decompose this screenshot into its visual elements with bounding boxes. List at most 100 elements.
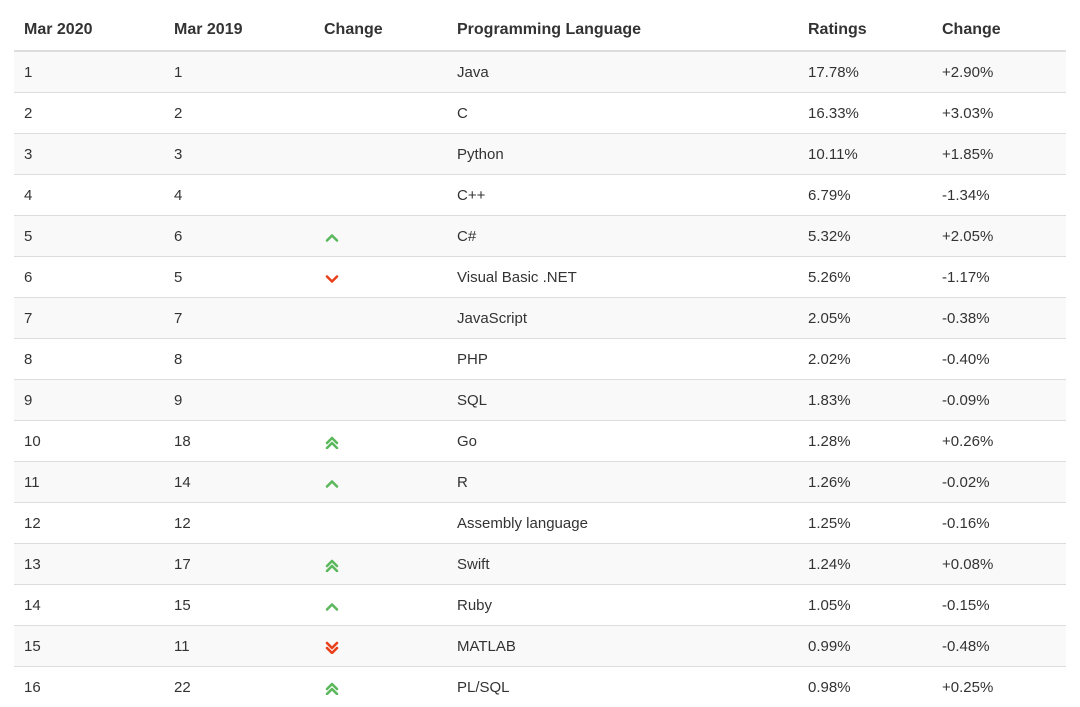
rank-change-cell	[314, 503, 447, 544]
rating-change-cell: +0.08%	[932, 544, 1066, 585]
rank-change-cell	[314, 134, 447, 175]
rating-change-cell: -0.40%	[932, 339, 1066, 380]
column-header-language[interactable]: Programming Language	[447, 10, 798, 51]
rank-change-cell	[314, 380, 447, 421]
rank-2020-cell: 12	[14, 503, 164, 544]
rank-change-cell	[314, 298, 447, 339]
rank-2020-cell: 6	[14, 257, 164, 298]
column-header-rating-change[interactable]: Change	[932, 10, 1066, 51]
language-name-cell: Go	[447, 421, 798, 462]
rank-2020-cell: 9	[14, 380, 164, 421]
rank-2019-cell: 3	[164, 134, 314, 175]
rank-2019-cell: 6	[164, 216, 314, 257]
column-header-rank-change[interactable]: Change	[314, 10, 447, 51]
double-chevron-up-icon	[325, 433, 339, 449]
rank-2020-cell: 4	[14, 175, 164, 216]
rank-2019-cell: 22	[164, 667, 314, 707]
rank-2019-cell: 11	[164, 626, 314, 667]
double-chevron-up-icon	[325, 556, 339, 572]
rank-change-cell	[314, 257, 447, 298]
rank-2019-cell: 15	[164, 585, 314, 626]
rank-change-cell	[314, 462, 447, 503]
rank-2020-cell: 7	[14, 298, 164, 339]
language-name-cell: Visual Basic .NET	[447, 257, 798, 298]
rank-change-cell	[314, 216, 447, 257]
rank-2019-cell: 5	[164, 257, 314, 298]
rank-2020-cell: 14	[14, 585, 164, 626]
rank-2020-cell: 2	[14, 93, 164, 134]
language-name-cell: PL/SQL	[447, 667, 798, 707]
column-header-mar-2019[interactable]: Mar 2019	[164, 10, 314, 51]
language-name-cell: Swift	[447, 544, 798, 585]
rank-change-cell	[314, 175, 447, 216]
language-name-cell: MATLAB	[447, 626, 798, 667]
rank-change-cell	[314, 544, 447, 585]
rank-2020-cell: 16	[14, 667, 164, 707]
language-ranking-table: Mar 2020 Mar 2019 Change Programming Lan…	[14, 10, 1066, 707]
language-name-cell: JavaScript	[447, 298, 798, 339]
rating-change-cell: +1.85%	[932, 134, 1066, 175]
rating-cell: 5.32%	[798, 216, 932, 257]
rank-2019-cell: 4	[164, 175, 314, 216]
rating-cell: 5.26%	[798, 257, 932, 298]
rating-change-cell: -0.09%	[932, 380, 1066, 421]
rating-cell: 1.25%	[798, 503, 932, 544]
rating-change-cell: +2.05%	[932, 216, 1066, 257]
rating-change-cell: -0.48%	[932, 626, 1066, 667]
rating-change-cell: +3.03%	[932, 93, 1066, 134]
language-name-cell: R	[447, 462, 798, 503]
rank-change-cell	[314, 667, 447, 707]
rating-change-cell: -0.38%	[932, 298, 1066, 339]
rating-change-cell: +2.90%	[932, 51, 1066, 93]
rating-change-cell: -0.02%	[932, 462, 1066, 503]
rating-cell: 1.26%	[798, 462, 932, 503]
rating-cell: 17.78%	[798, 51, 932, 93]
rating-change-cell: -1.34%	[932, 175, 1066, 216]
rating-change-cell: -0.16%	[932, 503, 1066, 544]
rank-2019-cell: 12	[164, 503, 314, 544]
rank-2019-cell: 8	[164, 339, 314, 380]
language-name-cell: C#	[447, 216, 798, 257]
table-header: Mar 2020 Mar 2019 Change Programming Lan…	[14, 10, 1066, 51]
rank-2020-cell: 8	[14, 339, 164, 380]
rank-change-cell	[314, 339, 447, 380]
language-name-cell: Java	[447, 51, 798, 93]
header-row: Mar 2020 Mar 2019 Change Programming Lan…	[14, 10, 1066, 51]
rating-change-cell: +0.25%	[932, 667, 1066, 707]
rank-2019-cell: 7	[164, 298, 314, 339]
rating-change-cell: -1.17%	[932, 257, 1066, 298]
rank-2020-cell: 13	[14, 544, 164, 585]
language-name-cell: PHP	[447, 339, 798, 380]
rank-2020-cell: 5	[14, 216, 164, 257]
ranking-table-container: Mar 2020 Mar 2019 Change Programming Lan…	[14, 10, 1066, 707]
rating-cell: 10.11%	[798, 134, 932, 175]
column-header-mar-2020[interactable]: Mar 2020	[14, 10, 164, 51]
column-header-ratings[interactable]: Ratings	[798, 10, 932, 51]
rating-cell: 16.33%	[798, 93, 932, 134]
double-chevron-up-icon	[325, 679, 339, 695]
rank-2020-cell: 3	[14, 134, 164, 175]
language-name-cell: Ruby	[447, 585, 798, 626]
rank-2019-cell: 14	[164, 462, 314, 503]
rating-cell: 1.28%	[798, 421, 932, 462]
rank-2020-cell: 10	[14, 421, 164, 462]
rating-cell: 1.24%	[798, 544, 932, 585]
language-name-cell: C++	[447, 175, 798, 216]
rank-change-cell	[314, 626, 447, 667]
rating-cell: 6.79%	[798, 175, 932, 216]
rank-change-cell	[314, 421, 447, 462]
